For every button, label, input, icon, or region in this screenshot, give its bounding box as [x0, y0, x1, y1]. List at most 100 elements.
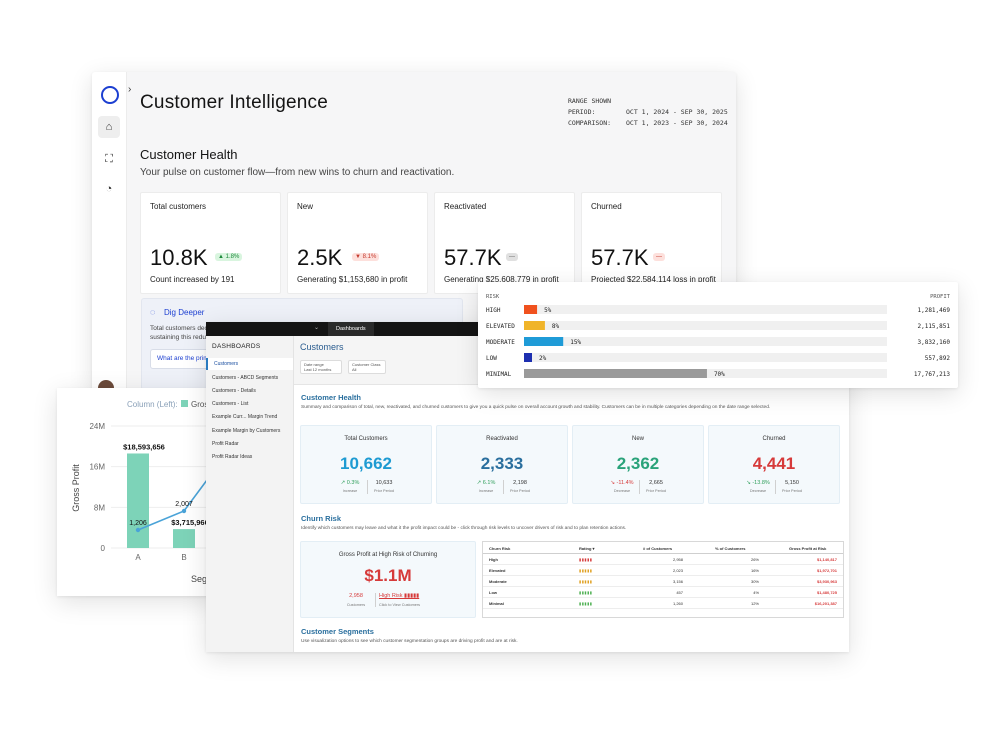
health-card-value: 2,362	[616, 454, 660, 473]
high-risk-link[interactable]: High Risk ▮▮▮▮▮	[379, 593, 420, 599]
kpi-value: 57.7K	[591, 245, 649, 270]
table-row[interactable]: Moderate ▮▮▮▮▮ 3,156 30% $3,930,963	[483, 577, 843, 587]
dig-deeper-title: Dig Deeper	[164, 308, 205, 317]
table-row[interactable]: High ▮▮▮▮▮ 2,958 26% $1,140,817	[483, 555, 843, 565]
sparkle-icon: ◌	[150, 307, 156, 317]
health-card-reactivated[interactable]: Reactivated 2,333 ↗ 6.1% 2,198 Increase …	[436, 425, 568, 504]
home-icon[interactable]: ⌂	[98, 116, 120, 138]
line-value-label: 1,206	[129, 520, 147, 527]
expand-chevron-icon[interactable]: ›	[128, 84, 132, 95]
dig-deeper-line: sustaining this reduc	[150, 334, 210, 341]
tab-dashboards[interactable]: Dashboards	[328, 322, 374, 336]
range-shown: RANGE SHOWN PERIOD: OCT 1, 2024 - SEP 30,…	[568, 96, 728, 129]
kpi-card-new[interactable]: New 2.5K ▼ 8.1% Generating $1,153,680 in…	[287, 192, 428, 294]
bar[interactable]	[173, 529, 195, 548]
health-card-label: Churned	[762, 436, 786, 442]
col-churn-risk[interactable]: Churn Risk	[489, 546, 511, 551]
line-value-label: 2,007	[175, 501, 193, 508]
cell-risk: High	[489, 557, 498, 562]
cell-risk: Moderate	[489, 579, 507, 584]
cell-risk: Low	[489, 590, 497, 595]
risk-bar[interactable]	[524, 369, 707, 378]
dashboard-title: Customers	[300, 342, 344, 352]
sidebar-item-margin-by-customers[interactable]: Example Margin by Customers	[212, 428, 281, 434]
table-row[interactable]: Low ▮▮▮▮▮ 457 4% $1,480,725	[483, 588, 843, 598]
dig-deeper-text: Total customers decr sustaining this red…	[150, 324, 230, 342]
line-point[interactable]	[135, 527, 141, 533]
risk-bar[interactable]	[524, 305, 538, 314]
divider	[639, 480, 640, 494]
health-card-change-label: Increase	[342, 489, 358, 493]
table-row[interactable]: Elevated ▮▮▮▮▮ 2,023 16% $1,972,701	[483, 566, 843, 576]
kpi-change-badge: —	[506, 253, 518, 261]
risk-bar[interactable]	[524, 353, 532, 362]
sidebar-item-details[interactable]: Customers - Details	[212, 388, 256, 394]
dig-deeper-question[interactable]: What are the prim	[150, 349, 210, 369]
date-range-filter[interactable]: Date range Last 12 months	[300, 360, 342, 374]
customer-class-filter[interactable]: Customer Class All	[348, 360, 386, 374]
customers-dashboard-window: ⌄ Dashboards DASHBOARDS Customers Custom…	[206, 322, 849, 652]
app-logo-icon[interactable]	[101, 86, 119, 104]
sidebar-item-list[interactable]: Customers - List	[212, 401, 249, 407]
gauge-icon[interactable]: ◔	[105, 183, 113, 195]
filter-label: Customer Class	[352, 362, 381, 367]
nav-rail: ⌂ ⛶ ◔	[92, 72, 127, 392]
bar-value-label: $18,593,656	[123, 442, 165, 451]
col-pct-customers[interactable]: % of Customers	[715, 546, 746, 551]
health-card-value: 10,662	[340, 454, 392, 473]
health-card-new[interactable]: New 2,362 ↘ -11.4% 2,665 Decrease Prior …	[572, 425, 704, 504]
risk-pct-label: 8%	[552, 323, 560, 330]
period-label: PERIOD:	[568, 108, 596, 116]
risk-bar[interactable]	[524, 321, 545, 330]
kpi-card-churned[interactable]: Churned 57.7K — Projected $22,584,114 lo…	[581, 192, 722, 294]
col-rating[interactable]: Rating ▾	[579, 546, 595, 551]
gross-profit-at-risk-card: Gross Profit at High Risk of Churning $1…	[300, 541, 476, 618]
kpi-label: Churned	[591, 202, 622, 211]
risk-pct-label: 2%	[539, 355, 547, 362]
sidebar-item-profit-radar-ideas[interactable]: Profit Radar Ideas	[212, 454, 253, 460]
view-customers-link[interactable]: Click to View Customers	[379, 603, 421, 607]
cell-profit: $1,480,725	[816, 590, 837, 595]
col-gross-profit[interactable]: Gross Profit at Risk	[789, 546, 827, 551]
health-card-change-label: Decrease	[613, 489, 631, 493]
sidebar-item-abcd-segments[interactable]: Customers - ABCD Segments	[212, 375, 279, 381]
cell-rating: ▮▮▮▮▮	[579, 579, 593, 584]
health-card-prior-label: Prior Period	[781, 489, 803, 493]
churn-risk-table: Churn Risk Rating ▾ # of Customers % of …	[482, 541, 844, 618]
sidebar-item-profit-radar[interactable]: Profit Radar	[212, 441, 239, 447]
cell-pct: 12%	[750, 601, 759, 606]
risk-pct-label: 70%	[714, 371, 725, 378]
table-row[interactable]: Minimal ▮▮▮▮▮ 1,260 12% $16,201,387	[483, 599, 843, 609]
filter-value: Last 12 months	[304, 367, 332, 372]
period-value: OCT 1, 2024 - SEP 30, 2025	[626, 108, 728, 116]
health-card-change: ↘ -11.4%	[610, 480, 634, 486]
x-tick-label: A	[135, 553, 141, 562]
sidebar-item-customers[interactable]: Customers	[206, 358, 293, 370]
scan-icon[interactable]: ⛶	[105, 152, 113, 165]
gp-count: 2,958	[349, 593, 363, 599]
cell-profit: $3,930,963	[816, 579, 837, 584]
health-card-churned[interactable]: Churned 4,441 ↘ -13.8% 5,150 Decrease Pr…	[708, 425, 840, 504]
health-card-prior-label: Prior Period	[509, 489, 531, 493]
health-card-change-label: Increase	[478, 489, 494, 493]
kpi-description: Count increased by 191	[150, 275, 235, 284]
health-card-total[interactable]: Total Customers 10,662 ↗ 0.3% 10,633 Inc…	[300, 425, 432, 504]
kpi-card-total[interactable]: Total customers 10.8K ▲ 1.8% Count incre…	[140, 192, 281, 294]
health-card-change: ↗ 0.3%	[340, 480, 360, 486]
chevron-down-icon[interactable]: ⌄	[314, 325, 320, 331]
risk-bar[interactable]	[524, 337, 564, 346]
risk-level-label: HIGH	[486, 307, 501, 314]
kpi-card-reactivated[interactable]: Reactivated 57.7K — Generating $25,608,7…	[434, 192, 575, 294]
customer-health-desc: Summary and comparison of total, new, re…	[301, 405, 771, 410]
cell-risk: Minimal	[489, 601, 504, 606]
kpi-label: Total customers	[150, 202, 207, 211]
risk-profit-value: 2,115,851	[917, 323, 950, 330]
gp-value: $1.1M	[364, 566, 412, 585]
risk-pct-label: 15%	[570, 339, 581, 346]
cell-pct: 16%	[750, 568, 759, 573]
line-point[interactable]	[181, 508, 187, 514]
col-customers[interactable]: # of Customers	[643, 546, 673, 551]
bar[interactable]	[127, 453, 149, 548]
sidebar-item-margin-trend[interactable]: Example Curr... Margin Trend	[212, 414, 278, 420]
cell-pct: 30%	[750, 579, 759, 584]
